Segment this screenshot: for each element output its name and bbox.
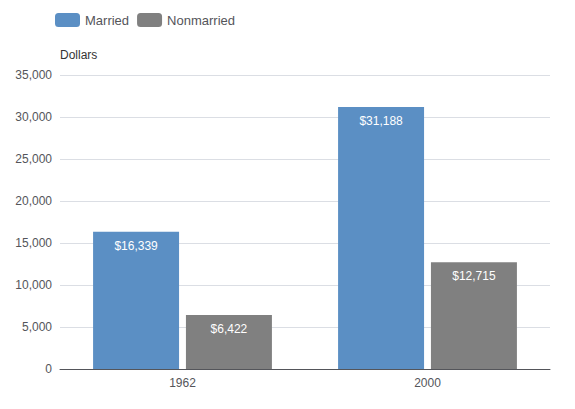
- svg-text:30,000: 30,000: [15, 110, 52, 124]
- svg-text:$31,188: $31,188: [359, 114, 403, 128]
- svg-text:Dollars: Dollars: [60, 48, 97, 62]
- svg-text:2000: 2000: [414, 376, 441, 390]
- svg-text:25,000: 25,000: [15, 152, 52, 166]
- svg-text:20,000: 20,000: [15, 194, 52, 208]
- svg-text:$12,715: $12,715: [452, 269, 496, 283]
- svg-text:$6,422: $6,422: [211, 322, 248, 336]
- svg-text:Nonmarried: Nonmarried: [167, 13, 235, 28]
- svg-text:5,000: 5,000: [22, 320, 52, 334]
- svg-text:10,000: 10,000: [15, 278, 52, 292]
- svg-text:Married: Married: [85, 13, 129, 28]
- svg-text:1962: 1962: [169, 376, 196, 390]
- svg-text:$16,339: $16,339: [114, 239, 158, 253]
- svg-text:15,000: 15,000: [15, 236, 52, 250]
- svg-text:35,000: 35,000: [15, 68, 52, 82]
- svg-text:0: 0: [45, 362, 52, 376]
